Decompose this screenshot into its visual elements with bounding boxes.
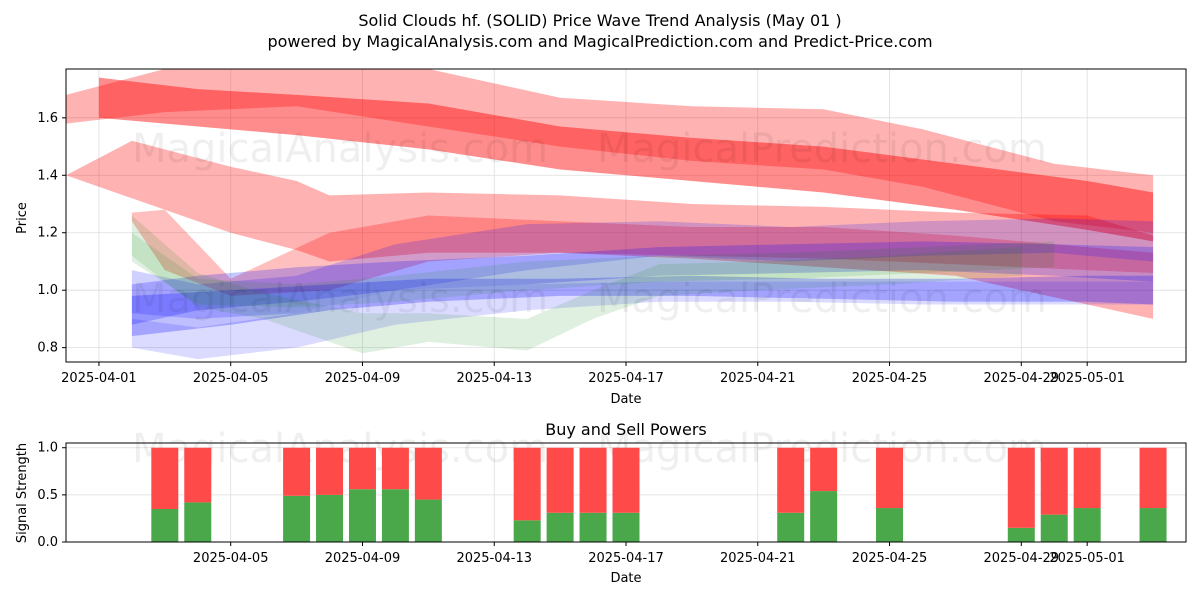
power-ytick-label: 0.5 bbox=[37, 488, 58, 503]
power-xtick-label: 2025-04-25 bbox=[852, 551, 928, 566]
price-ytick-label: 1.0 bbox=[37, 283, 58, 298]
sell-bar bbox=[1139, 447, 1167, 509]
power-xtick-label: 2025-04-09 bbox=[325, 551, 401, 566]
power-title: Buy and Sell Powers bbox=[545, 420, 707, 439]
power-axes-ticks: 2025-04-05 2025-04-09 2025-04-13 2025-04-17… bbox=[37, 441, 1125, 566]
chart-title-line2: powered by MagicalAnalysis.com and Magic… bbox=[267, 32, 932, 51]
price-band-blue-5 bbox=[131, 241, 1154, 325]
price-band-red-3 bbox=[131, 209, 1154, 296]
buy-bar bbox=[810, 491, 838, 542]
price-xlabel: Date bbox=[610, 392, 641, 407]
power-xtick-label: 2025-04-05 bbox=[193, 551, 269, 566]
price-xtick-label: 2025-04-25 bbox=[852, 371, 928, 386]
power-xtick-label: 2025-04-21 bbox=[720, 551, 796, 566]
price-band-red-2 bbox=[66, 140, 1154, 319]
sell-bar bbox=[381, 447, 409, 490]
sell-bar bbox=[810, 447, 838, 492]
sell-bar bbox=[612, 447, 640, 513]
power-xlabel: Date bbox=[610, 571, 641, 586]
price-grid bbox=[66, 69, 1186, 362]
power-xtick-label: 2025-05-01 bbox=[1049, 551, 1125, 566]
power-ytick-label: 1.0 bbox=[37, 441, 58, 456]
price-band-green-8 bbox=[131, 215, 1022, 354]
price-xtick-label: 2025-04-05 bbox=[193, 371, 269, 386]
price-xtick-label: 2025-04-13 bbox=[456, 371, 532, 386]
price-ytick-label: 1.4 bbox=[37, 168, 58, 183]
sell-bar bbox=[151, 447, 179, 509]
price-ylabel: Price bbox=[15, 202, 30, 234]
buy-bar bbox=[414, 499, 442, 542]
sell-bar bbox=[348, 447, 376, 490]
power-ylabel: Signal Strength bbox=[15, 443, 30, 543]
price-ytick-label: 1.2 bbox=[37, 226, 58, 241]
price-axes-ticks: 2025-04-01 2025-04-05 2025-04-09 2025-04-13… bbox=[37, 111, 1125, 386]
buy-bar bbox=[151, 509, 179, 542]
price-xtick-label: 2025-04-01 bbox=[61, 371, 137, 386]
sell-bar bbox=[184, 447, 212, 503]
price-band-red-1 bbox=[98, 77, 1154, 242]
buy-bar bbox=[184, 502, 212, 542]
sell-bar bbox=[1007, 447, 1035, 528]
price-band-blue-6 bbox=[131, 275, 1154, 337]
price-band-red-0 bbox=[66, 69, 1154, 233]
price-watermarks: MagicalAnalysis.com MagicalPrediction.co… bbox=[132, 126, 1047, 322]
watermark-prediction-top: MagicalPrediction.com bbox=[597, 126, 1047, 172]
buy-bar bbox=[348, 489, 376, 542]
buy-bar bbox=[777, 512, 805, 542]
watermark-analysis-top: MagicalAnalysis.com bbox=[132, 126, 548, 172]
buy-bar bbox=[381, 489, 409, 542]
price-band-blue-7 bbox=[131, 281, 1154, 360]
power-bars bbox=[151, 447, 1167, 542]
sell-bar bbox=[414, 447, 442, 500]
price-ytick-label: 1.6 bbox=[37, 111, 58, 126]
buy-bar bbox=[1040, 514, 1068, 542]
buy-bar bbox=[876, 508, 904, 542]
buy-bar bbox=[579, 512, 607, 542]
power-ytick-label: 0.0 bbox=[37, 535, 58, 550]
price-xtick-label: 2025-04-09 bbox=[325, 371, 401, 386]
price-xtick-label: 2025-04-17 bbox=[588, 371, 664, 386]
sell-bar bbox=[316, 447, 344, 495]
buy-bar bbox=[1073, 508, 1101, 542]
sell-bar bbox=[1040, 447, 1068, 515]
sell-bar bbox=[513, 447, 541, 521]
buy-bar bbox=[513, 520, 541, 542]
buy-bar bbox=[612, 512, 640, 542]
watermark-analysis-mid: MagicalAnalysis.com bbox=[132, 276, 548, 322]
price-xtick-label: 2025-04-21 bbox=[720, 371, 796, 386]
price-band-green-9 bbox=[131, 232, 1055, 308]
price-ytick-label: 0.8 bbox=[37, 341, 58, 356]
sell-bar bbox=[777, 447, 805, 513]
sell-bar bbox=[546, 447, 574, 513]
price-xtick-label: 2025-05-01 bbox=[1049, 371, 1125, 386]
power-xtick-label: 2025-04-17 bbox=[588, 551, 664, 566]
price-xtick-label: 2025-04-29 bbox=[984, 371, 1060, 386]
buy-bar bbox=[546, 512, 574, 542]
sell-bar bbox=[579, 447, 607, 513]
buy-bar bbox=[1139, 508, 1167, 542]
sell-bar bbox=[876, 447, 904, 509]
watermark-prediction-mid: MagicalPrediction.com bbox=[597, 276, 1047, 322]
buy-bar bbox=[283, 495, 311, 542]
sell-bar bbox=[283, 447, 311, 496]
power-xtick-label: 2025-04-29 bbox=[984, 551, 1060, 566]
power-xtick-label: 2025-04-13 bbox=[456, 551, 532, 566]
buy-bar bbox=[316, 494, 344, 542]
price-bands bbox=[66, 69, 1154, 360]
chart-title-line1: Solid Clouds hf. (SOLID) Price Wave Tren… bbox=[358, 11, 841, 30]
sell-bar bbox=[1073, 447, 1101, 509]
price-band-blue-4 bbox=[131, 218, 1154, 319]
buy-bar bbox=[1007, 527, 1035, 542]
